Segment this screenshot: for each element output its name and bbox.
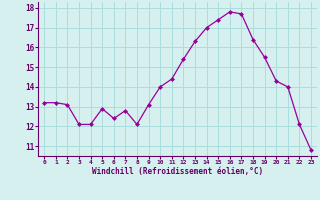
X-axis label: Windchill (Refroidissement éolien,°C): Windchill (Refroidissement éolien,°C) (92, 167, 263, 176)
